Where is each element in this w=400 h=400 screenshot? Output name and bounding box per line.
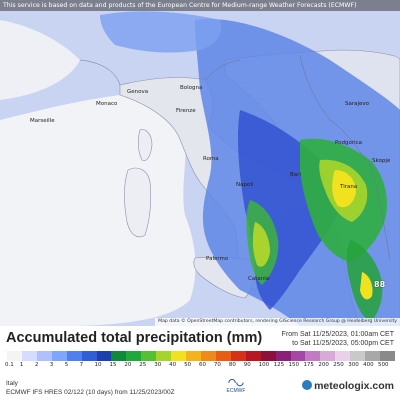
color-scale-tick: 500	[378, 362, 389, 368]
color-scale-tick: 5	[64, 362, 69, 368]
color-scale-tick: 250	[333, 362, 344, 368]
legend-title: Accumulated total precipitation (mm)	[6, 330, 263, 346]
color-swatch	[305, 351, 321, 361]
city-label-catania: Catania	[248, 276, 270, 282]
model-run-label: ECMWF IFS HRES 02/122 (10 days) from 11/…	[6, 389, 175, 396]
color-swatch	[365, 351, 381, 361]
color-swatch	[350, 351, 366, 361]
color-scale-tick: 15	[109, 362, 117, 368]
color-swatch	[275, 351, 291, 361]
color-swatch	[81, 351, 97, 361]
city-label-palermo: Palermo	[206, 256, 229, 262]
ecmwf-logo-icon: ◠◡	[228, 377, 244, 387]
color-scale-tick: 10	[94, 362, 102, 368]
city-label-podgorica: Podgorica	[335, 140, 363, 146]
color-swatch	[230, 351, 246, 361]
color-swatch	[21, 351, 37, 361]
color-swatch	[186, 351, 201, 361]
color-scale-tick: 125	[273, 362, 285, 368]
color-swatch	[260, 351, 276, 361]
color-swatch	[290, 351, 306, 361]
color-swatch	[320, 351, 336, 361]
dry-area-tyrrhenian	[0, 94, 196, 326]
color-scale-tick: 7	[79, 362, 84, 368]
color-scale-tick: 175	[303, 362, 314, 368]
max-value-marker: 88	[374, 280, 386, 289]
precip-alps	[100, 11, 222, 53]
city-label-tirana: Tirana	[340, 184, 358, 190]
color-scale-tick: 0.1	[5, 362, 14, 368]
legend-panel	[0, 326, 400, 400]
color-scale	[7, 351, 395, 361]
color-scale-tick: 20	[124, 362, 132, 368]
city-label-marseille: Marseille	[30, 118, 55, 124]
land-corsica	[137, 129, 153, 161]
color-scale-tick: 80	[228, 362, 236, 368]
time-range-to: to Sat 11/25/2023, 05:00pm CET	[292, 340, 394, 347]
precipitation-map[interactable]	[0, 0, 400, 326]
city-label-firenze: Firenze	[176, 108, 196, 114]
color-scale-tick: 2	[34, 362, 39, 368]
city-label-napoli: Napoli	[236, 182, 254, 188]
country-borders	[79, 54, 391, 261]
precip-yellow	[332, 170, 356, 208]
color-swatch	[7, 351, 22, 361]
city-label-sarajevo: Sarajevo	[345, 101, 370, 107]
time-range-from: From Sat 11/25/2023, 01:00am CET	[281, 331, 394, 338]
ecmwf-logo-text: ECMWF	[226, 388, 246, 394]
color-scale-tick: 60	[198, 362, 206, 368]
color-swatch	[245, 351, 261, 361]
color-swatch	[141, 351, 157, 361]
color-swatch	[200, 351, 216, 361]
color-swatch	[335, 351, 351, 361]
color-scale-tick: 90	[243, 362, 251, 368]
city-label-monaco: Monaco	[96, 101, 118, 107]
city-label-bari: Bari	[290, 172, 301, 178]
color-scale-tick: 1	[19, 362, 24, 368]
color-swatch	[111, 351, 127, 361]
color-swatch	[51, 351, 67, 361]
color-scale-tick: 30	[154, 362, 162, 368]
city-label-skopje: Skopje	[372, 158, 391, 164]
color-scale-tick: 50	[184, 362, 192, 368]
color-swatch	[380, 351, 395, 361]
city-label-genova: Genova	[127, 89, 149, 95]
dry-area-northwest	[0, 20, 80, 100]
color-swatch	[215, 351, 231, 361]
color-scale-tick: 150	[288, 362, 300, 368]
city-label-bologna: Bologna	[180, 85, 203, 91]
color-scale-tick: 400	[363, 362, 374, 368]
data-source-banner: This service is based on data and produc…	[0, 0, 400, 11]
precip-calabria-core	[252, 222, 270, 267]
color-swatch	[171, 351, 187, 361]
color-swatch	[156, 351, 172, 361]
color-swatch	[96, 351, 112, 361]
precip-greece-yellow	[360, 272, 373, 300]
ecmwf-logo: ◠◡ ECMWF	[216, 377, 256, 394]
color-scale-tick: 200	[318, 362, 329, 368]
map-attribution[interactable]: Map data © OpenStreetMap contributors, r…	[155, 318, 400, 326]
region-label: Italy	[6, 380, 18, 387]
brand-logo[interactable]: meteologix.com	[302, 380, 394, 392]
color-scale-ticks: 0.1 1 2 3 5 7 10 15 20 25 30 40 50 60 70 80 90 100 125 150 1…	[5, 362, 395, 370]
color-swatch	[66, 351, 82, 361]
brand-name: meteologix.com	[314, 380, 394, 392]
color-scale-tick: 25	[139, 362, 147, 368]
color-scale-tick: 300	[348, 362, 359, 368]
color-scale-tick: 70	[213, 362, 221, 368]
color-swatch	[36, 351, 52, 361]
land-sardinia	[124, 167, 152, 238]
color-scale-tick: 3	[49, 362, 54, 368]
color-scale-tick: 40	[169, 362, 177, 368]
color-scale-tick: 100	[258, 362, 270, 368]
color-swatch	[126, 351, 142, 361]
city-label-roma: Roma	[203, 156, 219, 162]
globe-icon	[302, 380, 313, 390]
